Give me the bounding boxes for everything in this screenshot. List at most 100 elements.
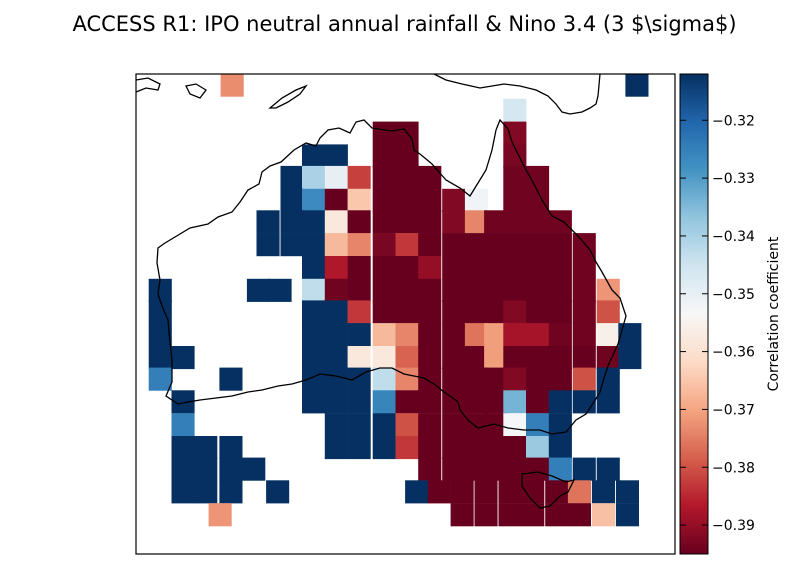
heatmap-cell: [372, 256, 396, 280]
heatmap-cell: [324, 300, 348, 324]
heatmap-cell: [548, 300, 572, 324]
heatmap-cell: [418, 210, 442, 234]
heatmap-cell: [324, 188, 348, 212]
heatmap-cell: [526, 278, 550, 302]
heatmap-cell: [442, 256, 466, 280]
heatmap-cell: [464, 210, 488, 234]
heatmap-cell: [618, 346, 642, 370]
heatmap-cell: [372, 323, 396, 347]
heatmap-cell: [464, 436, 488, 460]
heatmap-cell: [219, 367, 243, 391]
heatmap-cell: [442, 278, 466, 302]
colorbar-tick-label: −0.32: [712, 113, 755, 129]
heatmap-cell: [484, 346, 508, 370]
heatmap-cell: [418, 256, 442, 280]
heatmap-cell: [395, 256, 419, 280]
heatmap-cell: [596, 278, 620, 302]
heatmap-cell: [148, 278, 172, 302]
colorbar-tick-label: −0.35: [712, 287, 755, 303]
heatmap-cell: [526, 300, 550, 324]
heatmap-cell: [347, 256, 371, 280]
heatmap-cell: [526, 256, 550, 280]
heatmap-cell: [474, 503, 498, 527]
heatmap-cell: [484, 436, 508, 460]
colorbar-tick-label: −0.33: [712, 171, 755, 187]
heatmap-cell: [526, 346, 550, 370]
heatmap-cell: [280, 188, 304, 212]
heatmap-cell: [395, 144, 419, 168]
heatmap-cell: [526, 436, 550, 460]
heatmap-cell: [242, 457, 266, 481]
heatmap-cell: [220, 73, 244, 97]
heatmap-cell: [442, 457, 466, 481]
heatmap-cell: [484, 323, 508, 347]
heatmap-cell: [372, 346, 396, 370]
colorbar-tick-label: −0.37: [712, 402, 755, 418]
heatmap-cell: [347, 323, 371, 347]
heatmap-cell: [171, 457, 195, 481]
heatmap-cell: [503, 300, 527, 324]
heatmap-cell: [324, 367, 348, 391]
heatmap-cell: [526, 413, 550, 437]
heatmap-cell: [171, 436, 195, 460]
heatmap-cell: [324, 323, 348, 347]
heatmap-cell: [347, 300, 371, 324]
heatmap-cell: [280, 233, 304, 257]
heatmap-cell: [503, 121, 527, 145]
heatmap-cell: [572, 300, 596, 324]
heatmap-cell: [395, 188, 419, 212]
heatmap-cell: [324, 346, 348, 370]
heatmap-cell: [464, 457, 488, 481]
heatmap-cell: [548, 390, 572, 414]
chart-title: ACCESS R1: IPO neutral annual rainfall &…: [72, 12, 737, 36]
heatmap-cell: [442, 413, 466, 437]
heatmap-cell: [548, 323, 572, 347]
heatmap-cell: [256, 233, 280, 257]
timor-coastline: [268, 84, 308, 109]
heatmap-cell: [484, 233, 508, 257]
heatmap-cell: [302, 346, 326, 370]
heatmap-cell: [324, 413, 348, 437]
heatmap-cell: [548, 256, 572, 280]
heatmap-cell: [521, 480, 545, 504]
heatmap-cell: [219, 457, 243, 481]
heatmap-cell: [498, 503, 522, 527]
heatmap-cell: [418, 436, 442, 460]
heatmap-cell: [194, 436, 218, 460]
heatmap-cell: [615, 480, 639, 504]
heatmap-cell: [148, 300, 172, 324]
heatmap-cell: [395, 300, 419, 324]
heatmap-cell: [503, 188, 527, 212]
heatmap-cell: [372, 413, 396, 437]
indonesia-coastline-west: [135, 77, 161, 93]
heatmap-cell: [596, 323, 620, 347]
heatmap-cell: [372, 278, 396, 302]
heatmap-cell: [548, 436, 572, 460]
heatmap-cell: [347, 346, 371, 370]
heatmap-cell: [442, 436, 466, 460]
heatmap-cell: [302, 165, 326, 189]
heatmap-cell: [418, 188, 442, 212]
heatmap-cell: [545, 503, 569, 527]
heatmap-cell: [418, 346, 442, 370]
heatmap-cell: [464, 323, 488, 347]
heatmap-cell: [324, 390, 348, 414]
heatmap-cell: [324, 256, 348, 280]
heatmap-cell: [442, 188, 466, 212]
heatmap-cell: [148, 323, 172, 347]
heatmap-cell: [171, 413, 195, 437]
heatmap-cell: [418, 278, 442, 302]
heatmap-cell: [596, 390, 620, 414]
heatmap-cell: [503, 165, 527, 189]
heatmap-cell: [591, 503, 615, 527]
heatmap-cell: [148, 346, 172, 370]
heatmap-cell: [324, 144, 348, 168]
heatmap-cell: [405, 480, 429, 504]
heatmap-cell: [567, 503, 591, 527]
new-guinea-coastline: [433, 73, 601, 115]
heatmap-cell: [503, 256, 527, 280]
heatmap-cell: [418, 300, 442, 324]
heatmap-cell: [442, 367, 466, 391]
heatmap-cell: [442, 233, 466, 257]
heatmap-cell: [442, 346, 466, 370]
